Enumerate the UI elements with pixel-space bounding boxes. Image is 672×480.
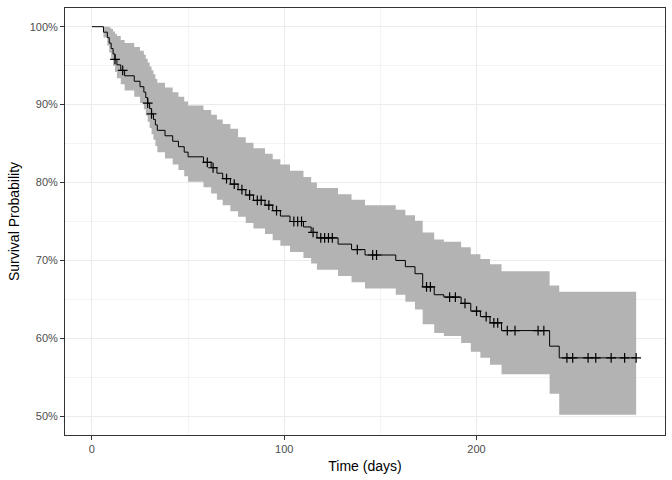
svg-text:0: 0 [89,443,95,455]
svg-text:80%: 80% [36,176,58,188]
svg-text:60%: 60% [36,332,58,344]
svg-text:70%: 70% [36,254,58,266]
svg-text:90%: 90% [36,98,58,110]
svg-text:100: 100 [275,443,293,455]
svg-text:Time (days): Time (days) [328,458,401,474]
svg-text:Survival Probability: Survival Probability [6,162,22,281]
svg-text:100%: 100% [30,21,58,33]
svg-text:200: 200 [467,443,485,455]
svg-text:50%: 50% [36,410,58,422]
